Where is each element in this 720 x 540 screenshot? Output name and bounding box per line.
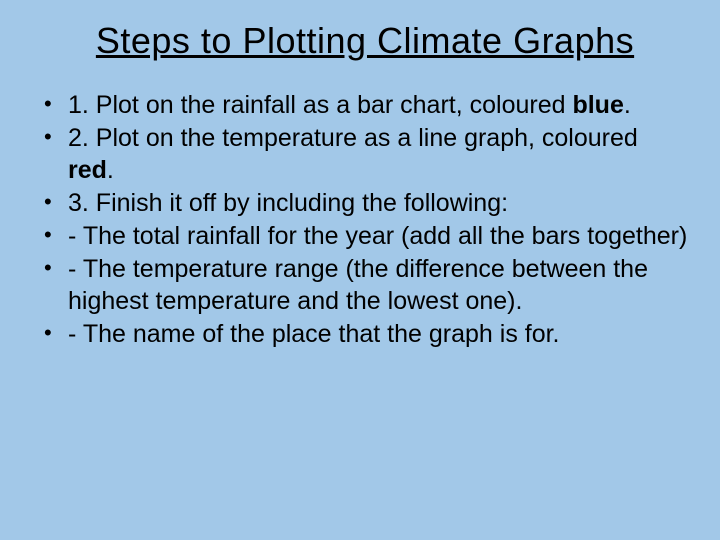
list-item: 3. Finish it off by including the follow… — [40, 188, 690, 219]
list-item: 1. Plot on the rainfall as a bar chart, … — [40, 90, 690, 121]
list-item: - The name of the place that the graph i… — [40, 319, 690, 350]
item-text-post: . — [107, 156, 114, 184]
item-text-pre: - The name of the place that the graph i… — [68, 320, 560, 348]
list-item: 2. Plot on the temperature as a line gra… — [40, 123, 690, 186]
list-item: - The total rainfall for the year (add a… — [40, 221, 690, 252]
bullet-list: 1. Plot on the rainfall as a bar chart, … — [40, 90, 690, 350]
item-text-pre: - The total rainfall for the year (add a… — [68, 222, 687, 250]
item-text-pre: 3. Finish it off by including the follow… — [68, 189, 508, 217]
item-text-post: . — [624, 91, 631, 119]
item-text-pre: 2. Plot on the temperature as a line gra… — [68, 124, 638, 152]
item-text-pre: 1. Plot on the rainfall as a bar chart, … — [68, 91, 572, 119]
page-title: Steps to Plotting Climate Graphs — [40, 20, 690, 62]
item-text-pre: - The temperature range (the difference … — [68, 255, 648, 314]
item-text-bold: red — [68, 156, 107, 184]
item-text-bold: blue — [572, 91, 623, 119]
list-item: - The temperature range (the difference … — [40, 254, 690, 317]
